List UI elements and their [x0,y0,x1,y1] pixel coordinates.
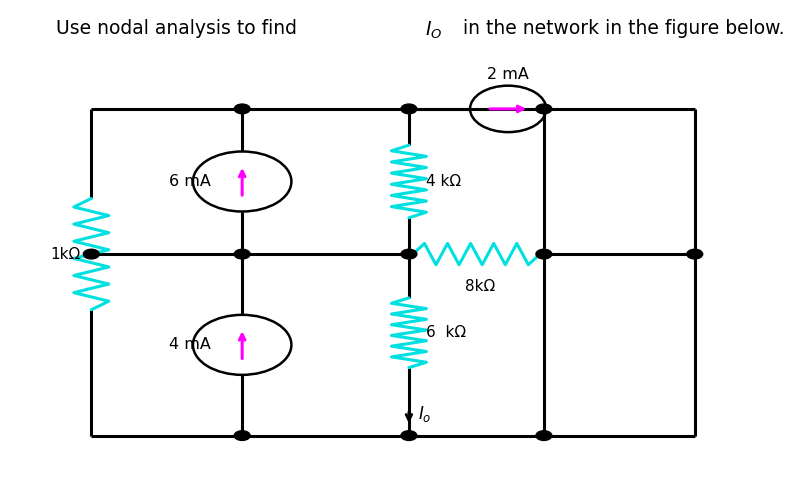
Text: 4 mA: 4 mA [168,337,210,352]
Text: 1kΩ: 1kΩ [50,247,80,261]
Circle shape [401,104,417,114]
Circle shape [401,431,417,440]
Circle shape [401,249,417,259]
Text: 6  kΩ: 6 kΩ [426,325,467,340]
Text: $I_o$: $I_o$ [418,404,432,424]
Circle shape [536,104,552,114]
Circle shape [234,249,250,259]
Text: in the network in the figure below.: in the network in the figure below. [457,19,784,38]
Text: 6 mA: 6 mA [168,174,210,189]
Circle shape [687,249,703,259]
Circle shape [536,249,552,259]
Circle shape [234,431,250,440]
Text: 2 mA: 2 mA [488,67,529,82]
Circle shape [83,249,99,259]
Circle shape [234,104,250,114]
Text: Use nodal analysis to find: Use nodal analysis to find [56,19,303,38]
Text: 4 kΩ: 4 kΩ [426,174,461,189]
Text: 8kΩ: 8kΩ [465,279,495,294]
Circle shape [536,431,552,440]
Text: $I_O$: $I_O$ [425,19,442,41]
